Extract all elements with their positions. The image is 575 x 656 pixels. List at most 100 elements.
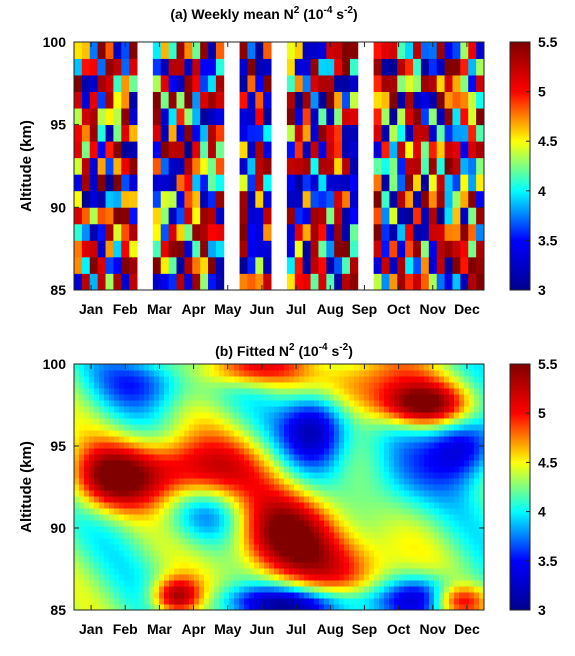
field-cell: [244, 586, 250, 593]
field-cell: [104, 370, 110, 377]
field-cell: [394, 562, 400, 569]
field-cell: [304, 478, 310, 485]
field-cell: [309, 442, 315, 449]
heatmap-cell: [192, 157, 201, 175]
heatmap-cell: [420, 273, 430, 291]
field-cell: [254, 484, 260, 491]
field-cell: [359, 568, 365, 575]
field-cell: [239, 520, 245, 527]
heatmap-cell: [413, 91, 422, 109]
field-cell: [144, 592, 150, 599]
field-cell: [354, 370, 360, 377]
field-cell: [89, 430, 95, 437]
field-cell: [184, 460, 190, 467]
field-cell: [244, 460, 250, 467]
heatmap-cell: [152, 174, 162, 192]
field-cell: [179, 448, 185, 455]
field-cell: [479, 370, 485, 377]
field-cell: [339, 478, 345, 485]
field-cell: [334, 454, 340, 461]
field-cell: [154, 598, 160, 605]
field-cell: [109, 454, 115, 461]
field-cell: [244, 472, 250, 479]
field-cell: [214, 520, 220, 527]
field-cell: [424, 586, 430, 593]
field-cell: [399, 568, 405, 575]
field-cell: [239, 598, 245, 605]
field-cell: [384, 526, 390, 533]
field-cell: [109, 604, 115, 611]
field-cell: [99, 412, 105, 419]
field-cell: [439, 412, 445, 419]
field-cell: [324, 466, 330, 473]
field-cell: [189, 484, 195, 491]
heatmap-cell: [476, 256, 485, 274]
heatmap-cell: [74, 42, 83, 59]
field-cell: [474, 370, 480, 377]
field-cell: [259, 424, 265, 431]
field-cell: [234, 406, 240, 413]
field-cell: [169, 556, 175, 563]
field-cell: [119, 412, 125, 419]
field-cell: [74, 376, 80, 383]
heatmap-cell: [263, 75, 272, 92]
field-cell: [234, 562, 240, 569]
field-cell: [219, 394, 225, 401]
field-cell: [154, 478, 160, 485]
field-cell: [224, 598, 230, 605]
field-cell: [409, 454, 415, 461]
field-cell: [354, 466, 360, 473]
field-cell: [379, 364, 385, 371]
heatmap-cell: [81, 273, 91, 291]
field-cell: [109, 478, 115, 485]
heatmap-cell: [413, 58, 422, 76]
x-tick-label: Jan: [79, 301, 103, 317]
field-cell: [109, 556, 115, 563]
field-cell: [429, 436, 435, 443]
field-cell: [279, 496, 285, 503]
field-cell: [204, 550, 210, 557]
field-cell: [399, 496, 405, 503]
field-cell: [394, 568, 400, 575]
field-cell: [334, 568, 340, 575]
field-cell: [179, 490, 185, 497]
heatmap-cell: [294, 42, 304, 59]
field-cell: [469, 454, 475, 461]
field-cell: [89, 412, 95, 419]
heatmap-cell: [302, 174, 311, 192]
field-cell: [199, 526, 205, 533]
field-cell: [309, 502, 315, 509]
field-cell: [414, 466, 420, 473]
field-cell: [384, 478, 390, 485]
field-cell: [264, 400, 270, 407]
field-cell: [114, 400, 120, 407]
field-cell: [414, 370, 420, 377]
field-cell: [149, 364, 155, 371]
heatmap-cell: [255, 174, 264, 192]
heatmap-cell: [334, 273, 343, 291]
field-cell: [324, 556, 330, 563]
field-cell: [189, 568, 195, 575]
field-cell: [339, 514, 345, 521]
field-cell: [324, 532, 330, 539]
x-tick-label: Jun: [249, 301, 274, 317]
field-cell: [364, 460, 370, 467]
heatmap-cell: [397, 174, 406, 192]
heatmap-cell: [113, 42, 122, 59]
heatmap-cell: [405, 157, 414, 175]
field-cell: [379, 550, 385, 557]
field-cell: [219, 442, 225, 449]
field-cell: [154, 550, 160, 557]
heatmap-cell: [420, 174, 430, 192]
heatmap-cell: [318, 223, 327, 241]
field-cell: [119, 490, 125, 497]
field-cell: [354, 418, 360, 425]
field-cell: [344, 448, 350, 455]
field-cell: [269, 568, 275, 575]
field-cell: [159, 388, 165, 395]
heatmap-cell: [129, 42, 138, 59]
field-cell: [119, 532, 125, 539]
field-cell: [289, 514, 295, 521]
field-cell: [269, 526, 275, 533]
field-cell: [239, 436, 245, 443]
